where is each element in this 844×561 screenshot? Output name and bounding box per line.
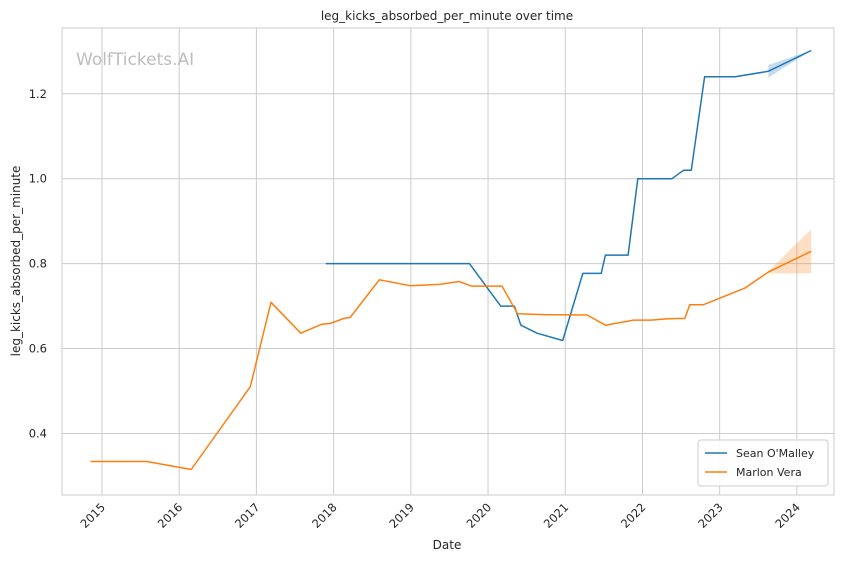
confidence-band-1 <box>768 229 812 274</box>
y-tick-label: 0.6 <box>29 342 47 356</box>
chart-title: leg_kicks_absorbed_per_minute over time <box>321 9 573 23</box>
confidence-bands <box>768 50 812 274</box>
y-tick-label: 1.2 <box>29 87 47 101</box>
series-line-0 <box>325 49 812 342</box>
grid <box>62 28 834 495</box>
y-tick-label: 0.8 <box>29 257 47 271</box>
x-axis-title: Date <box>433 538 462 552</box>
legend-label-1: Marlon Vera <box>736 466 802 479</box>
legend-box <box>697 439 829 487</box>
plot-frame <box>61 27 835 496</box>
series-lines <box>90 49 812 471</box>
y-tick-label: 1.0 <box>29 172 47 186</box>
series-line-1 <box>90 250 812 471</box>
y-tick-label: 0.4 <box>29 426 47 440</box>
legend-label-0: Sean O'Malley <box>736 447 815 460</box>
y-axis-title: leg_kicks_absorbed_per_minute <box>9 166 23 357</box>
confidence-band-0 <box>768 50 812 78</box>
legend: Sean O'Malley Marlon Vera <box>697 439 829 487</box>
watermark: WolfTickets.AI <box>76 50 194 70</box>
